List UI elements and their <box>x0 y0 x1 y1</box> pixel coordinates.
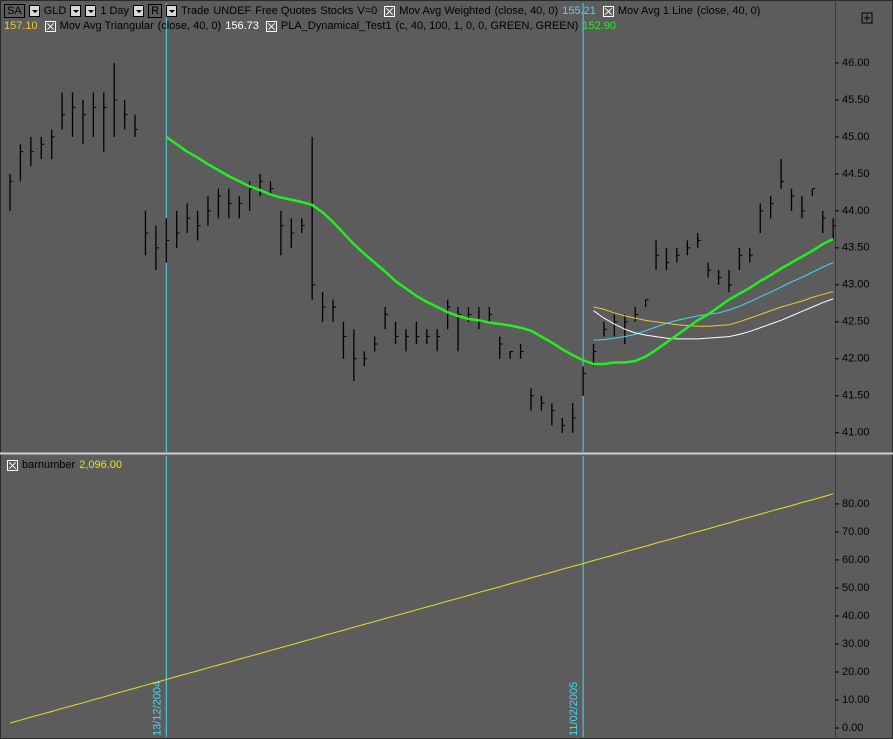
legend-readout: 2,096.00 <box>79 459 123 471</box>
y-tick-label: 44.50 <box>842 168 870 180</box>
y-tick-label: 41.50 <box>842 390 870 402</box>
toolbar-item: Stocks <box>320 5 354 17</box>
remove-indicator[interactable] <box>602 5 614 17</box>
legend-readout: 156.73 <box>225 20 259 32</box>
y-tick-label: 42.00 <box>842 353 870 365</box>
y-tick-label: 80.00 <box>842 498 870 510</box>
y-tick-label: 45.00 <box>842 131 870 143</box>
toolbar-row: SA GLD 1 Day R Trade UNDEF Free Quotes S… <box>4 4 760 18</box>
legend-name: Mov Avg Weighted <box>399 5 491 17</box>
series-line <box>9 493 834 724</box>
y-tick-label: 60.00 <box>842 554 870 566</box>
series-line <box>593 291 834 327</box>
y-tick-label: 40.00 <box>842 610 870 622</box>
toolbar-item: Trade <box>181 5 210 17</box>
y-tick-label: 43.00 <box>842 279 870 291</box>
x-tick-label: 11/02/2005 <box>568 682 580 736</box>
dropdown[interactable] <box>85 5 97 17</box>
expand-icon[interactable] <box>861 12 873 24</box>
y-tick-label: 44.00 <box>842 205 870 217</box>
series-line <box>593 262 834 341</box>
symbol-box[interactable]: SA <box>4 4 25 18</box>
remove-indicator[interactable] <box>265 20 277 32</box>
legend-params: (c, 40, 100, 1, 0, 0, GREEN, GREEN) <box>395 20 579 32</box>
legend-readout: 155.21 <box>562 5 596 17</box>
y-tick-label: 46.00 <box>842 57 870 69</box>
y-tick-label: 50.00 <box>842 582 870 594</box>
mode-box[interactable]: R <box>148 4 163 18</box>
series-line <box>165 135 834 366</box>
y-tick-label: 10.00 <box>842 694 870 706</box>
dropdown[interactable] <box>28 5 40 17</box>
y-tick-label: 41.00 <box>842 427 870 439</box>
legend-name: barnumber <box>22 459 76 471</box>
y-tick-label: 70.00 <box>842 526 870 538</box>
legend-params: (close, 40, 0) <box>696 5 761 17</box>
y-tick-label: 42.50 <box>842 316 870 328</box>
toolbar-item: UNDEF <box>213 5 252 17</box>
dropdown[interactable] <box>133 5 145 17</box>
indicator-legend: barnumber 2,096.00 <box>4 458 122 472</box>
legend-readout: 157.10 <box>4 20 38 32</box>
x-tick-label: 13/12/2004 <box>151 681 163 736</box>
symbol: GLD <box>43 5 67 17</box>
legend-name: Mov Avg Triangular <box>59 20 154 32</box>
remove-indicator[interactable] <box>384 5 396 17</box>
y-tick-label: 0.00 <box>842 722 863 734</box>
legend-params: (close, 40, 0) <box>494 5 559 17</box>
toolbar-item: V=0 <box>357 5 378 17</box>
y-tick-label: 45.50 <box>842 94 870 106</box>
legend-readout: 152.90 <box>582 20 616 32</box>
remove-indicator[interactable] <box>7 459 18 471</box>
series-line <box>593 298 834 340</box>
legend-row: 157.10 Mov Avg Triangular (close, 40, 0) 1… <box>4 19 616 33</box>
y-tick-label: 20.00 <box>842 666 870 678</box>
remove-indicator[interactable] <box>44 20 56 32</box>
y-tick-label: 43.50 <box>842 242 870 254</box>
dropdown[interactable] <box>166 5 178 17</box>
y-tick-label: 30.00 <box>842 638 870 650</box>
interval: 1 Day <box>100 5 130 17</box>
legend-params: (close, 40, 0) <box>157 20 222 32</box>
legend-name: PLA_Dynamical_Test1 <box>280 20 392 32</box>
toolbar-item: Free Quotes <box>255 5 317 17</box>
legend-name: Mov Avg 1 Line <box>617 5 693 17</box>
dropdown[interactable] <box>70 5 82 17</box>
